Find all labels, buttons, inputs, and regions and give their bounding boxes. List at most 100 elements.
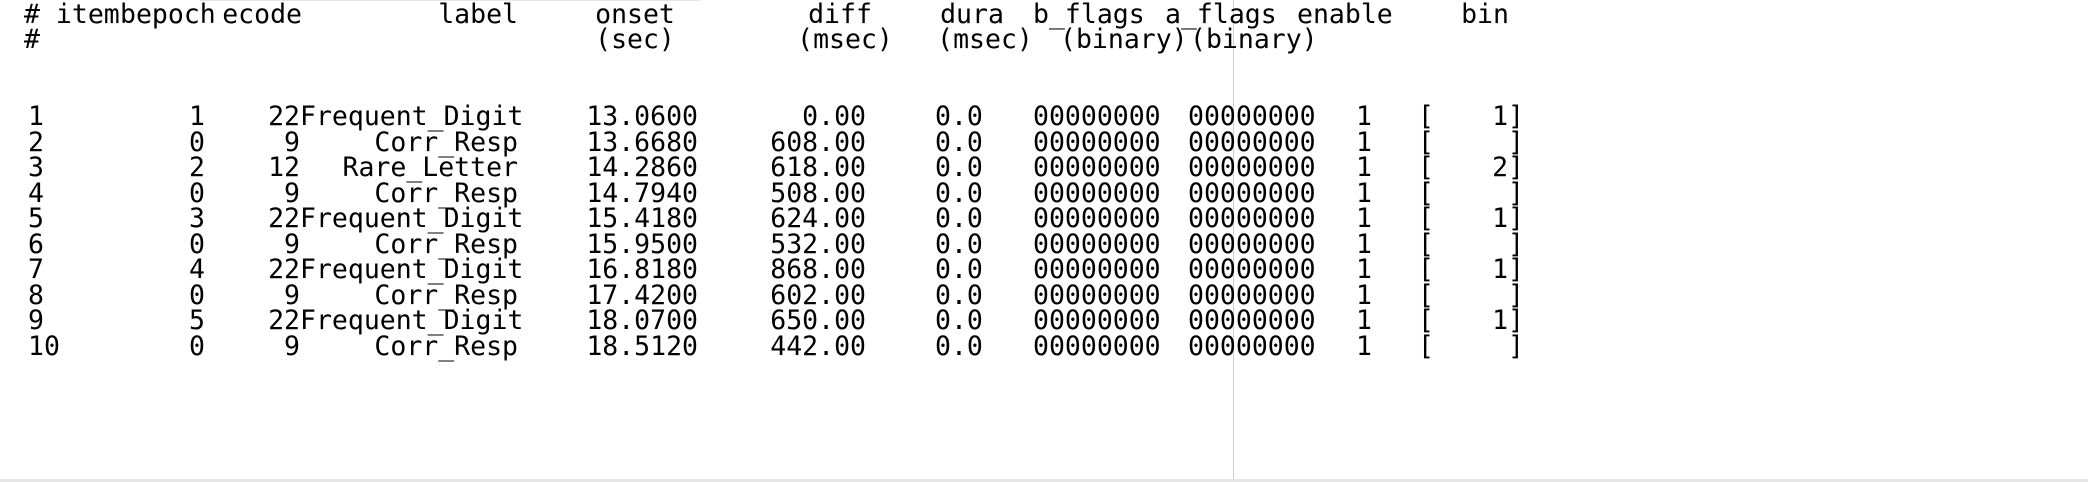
cell-onset: 13.0600 — [586, 101, 698, 132]
header-label-bepoch: bepoch — [120, 0, 216, 30]
cell-bepoch: 3 — [189, 203, 205, 234]
cell-label: Frequent_Digit — [300, 101, 524, 132]
cell-bepoch: 0 — [189, 229, 205, 260]
cell-dura: 0.0 — [935, 203, 983, 234]
cell-a-flags: 00000000 — [1188, 280, 1316, 311]
cell-ecode: 9 — [284, 229, 300, 260]
cell-a-flags: 00000000 — [1188, 254, 1316, 285]
cell-b-flags: 00000000 — [1033, 229, 1161, 260]
cell-dura: 0.0 — [935, 152, 983, 183]
cell-bin-val: 1] — [1492, 254, 1524, 285]
cell-diff: 0.00 — [802, 101, 866, 132]
cell-bin-open: [ — [1418, 280, 1434, 311]
cell-ecode: 9 — [284, 178, 300, 209]
cell-bepoch: 0 — [189, 127, 205, 158]
cell-b-flags: 00000000 — [1033, 203, 1161, 234]
cell-enable: 1 — [1356, 203, 1372, 234]
cell-dura: 0.0 — [935, 254, 983, 285]
cell-onset: 14.7940 — [586, 178, 698, 209]
cell-item: 10 — [28, 331, 60, 362]
cell-bin-open: [ — [1418, 305, 1434, 336]
cell-b-flags: 00000000 — [1033, 101, 1161, 132]
cell-enable: 1 — [1356, 331, 1372, 362]
cell-b-flags: 00000000 — [1033, 127, 1161, 158]
header-label-onset: onset — [595, 0, 675, 30]
cell-ecode: 22 — [268, 101, 300, 132]
cell-b-flags: 00000000 — [1033, 305, 1161, 336]
cell-onset: 14.2860 — [586, 152, 698, 183]
cell-ecode: 12 — [268, 152, 300, 183]
cell-b-flags: 00000000 — [1033, 280, 1161, 311]
cell-a-flags: 00000000 — [1188, 127, 1316, 158]
cell-bin-open: [ — [1418, 127, 1434, 158]
cell-label: Corr_Resp — [374, 280, 518, 311]
cell-diff: 624.00 — [770, 203, 866, 234]
cell-label: Rare_Letter — [342, 152, 519, 183]
cell-bin-val: 1] — [1492, 203, 1524, 234]
cell-ecode: 9 — [284, 331, 300, 362]
cell-ecode: 22 — [268, 203, 300, 234]
cell-bepoch: 0 — [189, 280, 205, 311]
cell-dura: 0.0 — [935, 101, 983, 132]
cell-onset: 17.4200 — [586, 280, 698, 311]
cell-dura: 0.0 — [935, 229, 983, 260]
cell-dura: 0.0 — [935, 305, 983, 336]
cell-enable: 1 — [1356, 229, 1372, 260]
top-border-line — [200, 0, 700, 1]
cell-item: 9 — [28, 305, 44, 336]
cell-enable: 1 — [1356, 305, 1372, 336]
cell-diff: 650.00 — [770, 305, 866, 336]
cell-item: 5 — [28, 203, 44, 234]
cell-bepoch: 0 — [189, 178, 205, 209]
cell-item: 2 — [28, 127, 44, 158]
cell-bin-val: ] — [1508, 229, 1524, 260]
cell-diff: 532.00 — [770, 229, 866, 260]
cell-a-flags: 00000000 — [1188, 101, 1316, 132]
cell-item: 7 — [28, 254, 44, 285]
cell-bin-val: 1] — [1492, 305, 1524, 336]
cell-diff: 868.00 — [770, 254, 866, 285]
cell-bin-open: [ — [1418, 229, 1434, 260]
cell-bepoch: 4 — [189, 254, 205, 285]
horizontal-scrollbar-track[interactable] — [0, 479, 2088, 482]
cell-dura: 0.0 — [935, 280, 983, 311]
cell-enable: 1 — [1356, 178, 1372, 209]
cell-label: Corr_Resp — [374, 331, 518, 362]
column-divider[interactable] — [1233, 0, 1234, 482]
cell-onset: 15.9500 — [586, 229, 698, 260]
header-label-ecode: ecode — [222, 0, 302, 30]
cell-bepoch: 1 — [189, 101, 205, 132]
cell-onset: 13.6680 — [586, 127, 698, 158]
cell-diff: 608.00 — [770, 127, 866, 158]
header-unit-diff: (msec) — [797, 24, 893, 55]
header-unit-a-flags: (binary) — [1190, 24, 1318, 55]
cell-enable: 1 — [1356, 127, 1372, 158]
cell-bepoch: 5 — [189, 305, 205, 336]
cell-bin-open: [ — [1418, 331, 1434, 362]
cell-bin-val: ] — [1508, 127, 1524, 158]
cell-bin-open: [ — [1418, 178, 1434, 209]
cell-label: Corr_Resp — [374, 229, 518, 260]
cell-bin-val: 2] — [1492, 152, 1524, 183]
cell-ecode: 9 — [284, 280, 300, 311]
header-label-diff: diff — [808, 0, 872, 30]
cell-bin-open: [ — [1418, 203, 1434, 234]
cell-ecode: 9 — [284, 127, 300, 158]
cell-ecode: 22 — [268, 305, 300, 336]
cell-bin-open: [ — [1418, 254, 1434, 285]
header-label-bin: bin — [1461, 0, 1509, 30]
cell-diff: 508.00 — [770, 178, 866, 209]
cell-onset: 18.0700 — [586, 305, 698, 336]
cell-bepoch: 0 — [189, 331, 205, 362]
cell-item: 1 — [28, 101, 44, 132]
cell-a-flags: 00000000 — [1188, 331, 1316, 362]
cell-diff: 618.00 — [770, 152, 866, 183]
cell-bin-val: ] — [1508, 178, 1524, 209]
cell-bin-val: ] — [1508, 331, 1524, 362]
cell-b-flags: 00000000 — [1033, 331, 1161, 362]
cell-a-flags: 00000000 — [1188, 178, 1316, 209]
cell-label: Frequent_Digit — [300, 305, 524, 336]
cell-a-flags: 00000000 — [1188, 152, 1316, 183]
cell-label: Frequent_Digit — [300, 203, 524, 234]
cell-diff: 602.00 — [770, 280, 866, 311]
